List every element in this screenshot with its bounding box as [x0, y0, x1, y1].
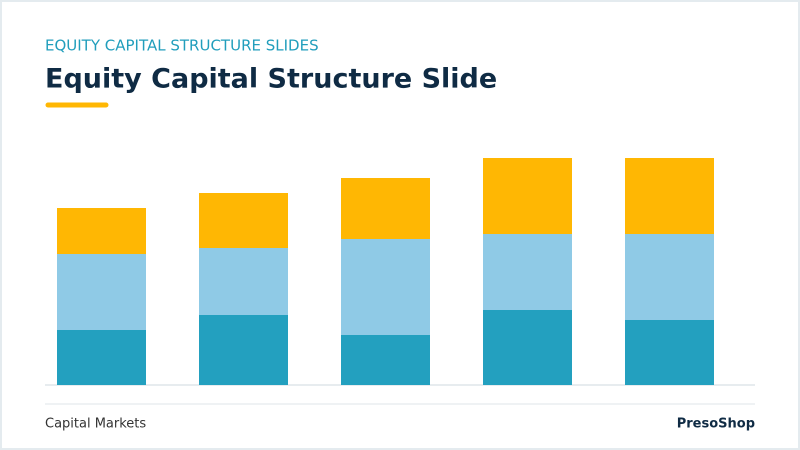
bar-segment [199, 315, 288, 385]
bar-segment [199, 193, 288, 248]
bar-segment [625, 234, 714, 320]
bar-segment [625, 320, 714, 385]
bar-segment [199, 248, 288, 315]
bar-segment [341, 335, 430, 385]
footer-left: Capital Markets [45, 417, 146, 432]
bar-segment [341, 178, 430, 239]
bar-segment [483, 234, 572, 310]
bar-segment [483, 158, 572, 234]
kicker: EQUITY CAPITAL STRUCTURE SLIDES [45, 37, 319, 55]
bar-segment [483, 310, 572, 385]
bar-segment [57, 208, 146, 254]
bar-segment [57, 254, 146, 330]
bar-segment [625, 158, 714, 234]
footer-right: PresoShop [677, 417, 755, 432]
slide-title: Equity Capital Structure Slide [45, 64, 497, 95]
bar-segment [57, 330, 146, 385]
plot [57, 158, 714, 385]
bar-segment [341, 239, 430, 335]
